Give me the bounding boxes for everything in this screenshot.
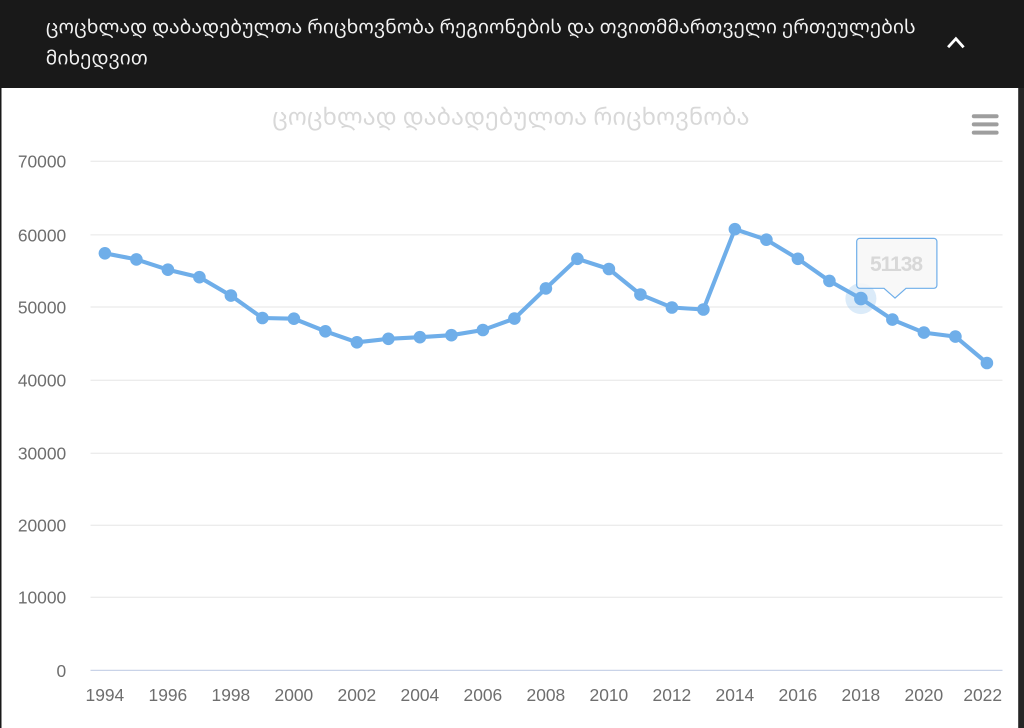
svg-text:2008: 2008 xyxy=(527,685,566,705)
svg-text:2000: 2000 xyxy=(275,685,314,705)
svg-text:2022: 2022 xyxy=(963,685,1002,705)
svg-text:2012: 2012 xyxy=(653,685,692,705)
svg-text:2014: 2014 xyxy=(716,685,755,705)
svg-text:2020: 2020 xyxy=(905,685,944,705)
svg-text:2018: 2018 xyxy=(842,685,881,705)
svg-text:2016: 2016 xyxy=(779,685,818,705)
svg-text:30000: 30000 xyxy=(18,444,66,464)
svg-text:0: 0 xyxy=(57,661,67,681)
svg-text:50000: 50000 xyxy=(18,297,66,317)
svg-text:10000: 10000 xyxy=(18,588,66,608)
svg-text:20000: 20000 xyxy=(18,516,66,536)
svg-text:60000: 60000 xyxy=(18,225,66,245)
svg-text:1996: 1996 xyxy=(149,685,188,705)
svg-text:2002: 2002 xyxy=(338,685,377,705)
svg-text:51138: 51138 xyxy=(870,253,923,276)
svg-text:40000: 40000 xyxy=(18,371,66,391)
svg-text:70000: 70000 xyxy=(18,152,66,172)
svg-text:1998: 1998 xyxy=(212,685,251,705)
svg-text:1994: 1994 xyxy=(86,685,125,705)
svg-text:2004: 2004 xyxy=(401,685,440,705)
svg-text:2006: 2006 xyxy=(464,685,503,705)
svg-text:2010: 2010 xyxy=(590,685,629,705)
